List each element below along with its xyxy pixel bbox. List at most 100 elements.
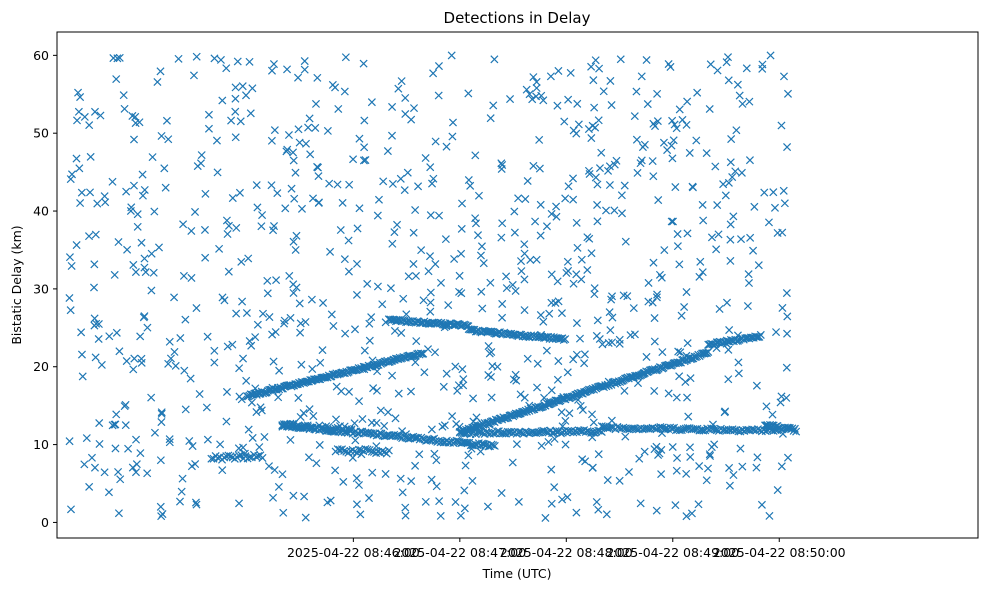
data-point (612, 156, 621, 165)
data-point (113, 54, 122, 63)
data-point (477, 242, 486, 251)
data-point (672, 466, 681, 475)
data-point (114, 238, 123, 247)
data-point (115, 53, 124, 62)
data-point (525, 90, 534, 99)
data-point (725, 481, 734, 490)
data-point (332, 415, 341, 424)
data-point (472, 413, 481, 422)
data-point (111, 444, 120, 453)
data-point (593, 180, 602, 189)
data-point (590, 290, 599, 299)
data-point (725, 326, 734, 335)
data-point (300, 57, 309, 66)
data-point (564, 426, 573, 435)
data-point (478, 304, 487, 313)
data-point (235, 392, 244, 401)
data-point (187, 273, 196, 282)
data-point (131, 119, 140, 128)
data-point (350, 419, 359, 428)
data-point (131, 112, 140, 121)
data-point (287, 184, 296, 193)
data-point (288, 419, 297, 428)
data-point (150, 207, 159, 216)
data-point (671, 501, 680, 510)
data-point (210, 346, 219, 355)
data-point (340, 446, 349, 455)
data-point (170, 293, 179, 302)
data-point (235, 451, 244, 460)
data-point (490, 441, 499, 450)
data-point (640, 447, 649, 456)
data-point (436, 278, 446, 287)
data-point (464, 176, 473, 185)
data-point (671, 426, 680, 435)
data-point (474, 191, 483, 200)
data-point (783, 453, 793, 462)
data-point (176, 334, 185, 343)
data-point (535, 135, 544, 144)
data-point (724, 345, 733, 354)
data-point (147, 249, 156, 258)
data-point (569, 279, 578, 288)
data-point (77, 350, 86, 359)
data-point (269, 226, 278, 235)
data-point (288, 422, 297, 431)
data-point (314, 198, 323, 207)
data-point (545, 309, 554, 318)
data-point (591, 123, 600, 132)
data-point (401, 511, 410, 520)
data-point (351, 436, 360, 445)
data-point (165, 337, 174, 346)
data-point (112, 328, 121, 337)
data-point (105, 332, 114, 341)
data-point (510, 207, 519, 216)
data-point (752, 381, 761, 390)
data-point (212, 136, 221, 145)
data-point (347, 425, 356, 434)
data-point (94, 319, 103, 329)
data-point (235, 188, 244, 197)
data-point (401, 109, 410, 119)
data-point (384, 446, 393, 455)
data-point (423, 345, 433, 354)
data-point (642, 55, 651, 65)
data-point (401, 503, 410, 512)
data-point (726, 235, 735, 244)
data-point (587, 134, 596, 143)
data-point (331, 424, 340, 433)
data-point (352, 474, 361, 483)
data-point (367, 447, 376, 456)
data-point (604, 166, 613, 175)
data-point (222, 387, 231, 396)
data-point (517, 267, 526, 276)
data-point (201, 253, 210, 262)
data-point (457, 199, 467, 208)
data-point (319, 298, 328, 307)
data-point (115, 347, 124, 356)
data-point (457, 249, 466, 258)
data-point (569, 195, 578, 204)
data-point (606, 76, 615, 85)
data-point (552, 212, 561, 221)
data-point (502, 284, 511, 293)
data-point (407, 477, 416, 486)
data-point (275, 366, 284, 375)
data-point (683, 339, 692, 348)
data-point (203, 332, 212, 341)
data-point (388, 102, 397, 111)
data-point (204, 110, 213, 119)
data-point (580, 359, 589, 368)
data-point (401, 93, 410, 103)
data-point (660, 246, 669, 255)
data-point (130, 354, 139, 363)
data-point (179, 271, 188, 280)
data-point (193, 162, 202, 171)
data-point (160, 164, 169, 173)
data-point (400, 186, 409, 195)
data-point (726, 220, 735, 229)
data-point (318, 346, 327, 355)
data-point (304, 123, 313, 132)
data-point (354, 480, 363, 490)
data-point (667, 217, 676, 226)
